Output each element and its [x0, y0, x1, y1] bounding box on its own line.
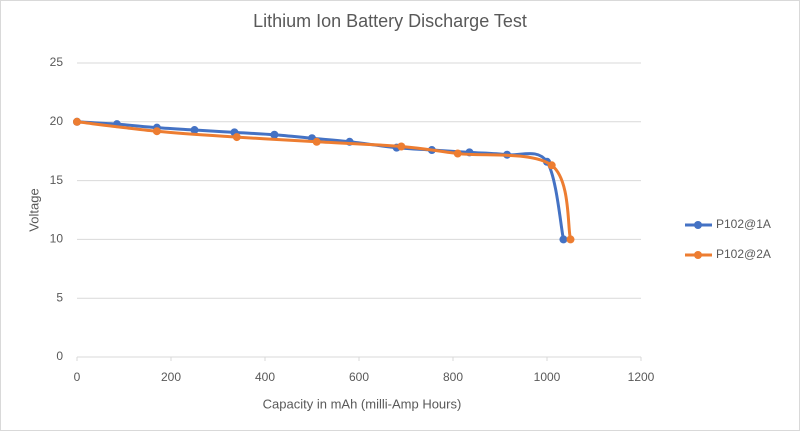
data-point — [453, 149, 462, 158]
x-tick-label: 400 — [255, 370, 275, 384]
legend-marker — [694, 251, 702, 259]
data-point — [566, 235, 575, 244]
legend-marker — [694, 221, 702, 229]
x-tick-label: 600 — [349, 370, 369, 384]
data-point — [152, 127, 161, 136]
data-point — [547, 161, 556, 170]
data-point — [232, 133, 241, 142]
data-point — [559, 235, 568, 244]
y-tick-label: 25 — [50, 55, 64, 69]
x-tick-label: 200 — [161, 370, 181, 384]
data-point — [73, 117, 81, 126]
data-point — [270, 130, 279, 139]
x-tick-label: 800 — [443, 370, 463, 384]
y-axis-label: Voltage — [26, 188, 41, 231]
x-axis-label: Capacity in mAh (milli-Amp Hours) — [263, 396, 462, 411]
x-tick-label: 1200 — [628, 370, 655, 384]
y-tick-label: 5 — [56, 290, 63, 304]
legend-label: P102@2A — [716, 247, 771, 261]
x-tick-label: 0 — [74, 370, 81, 384]
data-point — [190, 126, 199, 135]
data-point — [397, 142, 406, 151]
y-tick-label: 0 — [56, 349, 63, 363]
y-tick-label: 15 — [50, 173, 64, 187]
chart-title: Lithium Ion Battery Discharge Test — [253, 11, 527, 31]
y-tick-label: 10 — [50, 232, 64, 246]
legend-label: P102@1A — [716, 217, 771, 231]
x-tick-label: 1000 — [534, 370, 561, 384]
y-tick-label: 20 — [50, 114, 64, 128]
data-point — [312, 137, 321, 146]
